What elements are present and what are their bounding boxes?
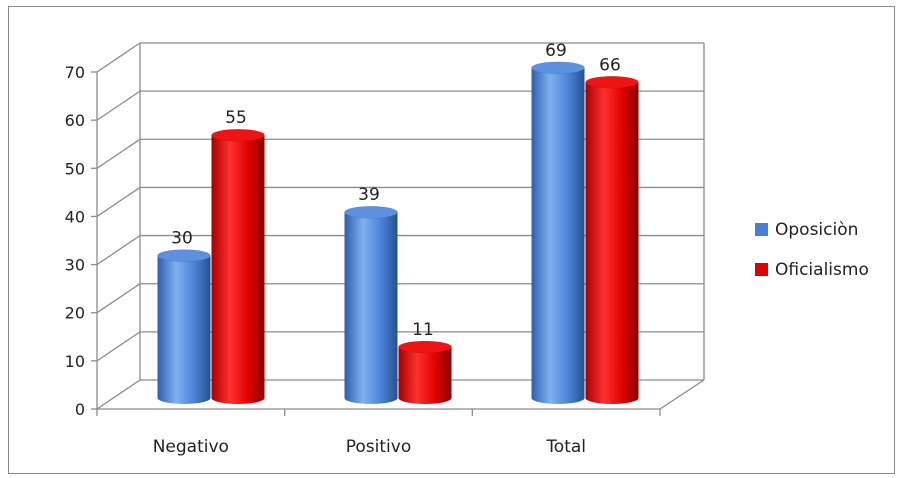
y-tick-label-50: 50 (65, 159, 85, 178)
data-label-oficialismo-negativo: 55 (225, 108, 247, 128)
side-gridline-50 (96, 138, 141, 169)
side-gridline-30 (96, 235, 141, 266)
y-tick-label-40: 40 (65, 207, 85, 226)
legend: Oposiciòn Oficialismo (755, 220, 869, 280)
bar-top-oficialismo-total (585, 76, 639, 89)
y-tick-label-20: 20 (65, 304, 85, 323)
side-gridline-0 (96, 379, 141, 410)
bar-oposiciòn-total (531, 67, 585, 405)
legend-label-oposiciòn: Oposiciòn (775, 220, 858, 240)
side-gridline-40 (96, 186, 141, 217)
x-tick-label-positivo: Positivo (346, 437, 411, 457)
bar-layer (157, 61, 639, 405)
data-label-oposiciòn-positivo: 39 (358, 185, 380, 205)
bar-top-oficialismo-positivo (398, 340, 452, 354)
y-tick-label-70: 70 (65, 63, 85, 82)
bar-oficialismo-positivo (398, 347, 452, 404)
data-label-oposiciòn-negativo: 30 (171, 229, 193, 249)
y-tick-label-60: 60 (65, 111, 85, 130)
floor-right-edge (659, 379, 705, 410)
x-tick-label-total: Total (545, 437, 586, 457)
legend-label-oficialismo: Oficialismo (775, 260, 869, 280)
bar-oficialismo-total (585, 82, 639, 404)
bar-top-oposiciòn-total (531, 61, 585, 75)
y-tick-label-30: 30 (65, 256, 85, 275)
y-tick-label-0: 0 (75, 400, 85, 419)
bar-oposiciòn-positivo (344, 212, 398, 404)
side-gridline-60 (96, 90, 141, 121)
bar-oposiciòn-negativo (157, 255, 211, 404)
data-label-oficialismo-total: 66 (599, 55, 621, 75)
bar-top-oficialismo-negativo (211, 128, 265, 142)
data-label-oposiciòn-total: 69 (545, 41, 567, 61)
bar-top-oposiciòn-positivo (344, 205, 398, 219)
legend-swatch-oficialismo (755, 263, 768, 276)
data-label-oficialismo-positivo: 11 (412, 320, 434, 340)
side-gridline-70 (96, 42, 141, 73)
label-layer: 30 55 39 11 69 66 (171, 41, 621, 340)
bar-top-oposiciòn-negativo (157, 249, 211, 262)
axis-layer: 0 10 20 30 40 50 60 70 Negativo Positivo Total (65, 43, 705, 457)
legend-swatch-oposiciòn (755, 223, 768, 236)
side-gridline-10 (96, 331, 141, 362)
bar-oficialismo-negativo (211, 135, 265, 404)
y-tick-label-10: 10 (65, 352, 85, 371)
side-gridline-20 (96, 283, 141, 314)
x-tick-label-negativo: Negativo (153, 437, 229, 457)
